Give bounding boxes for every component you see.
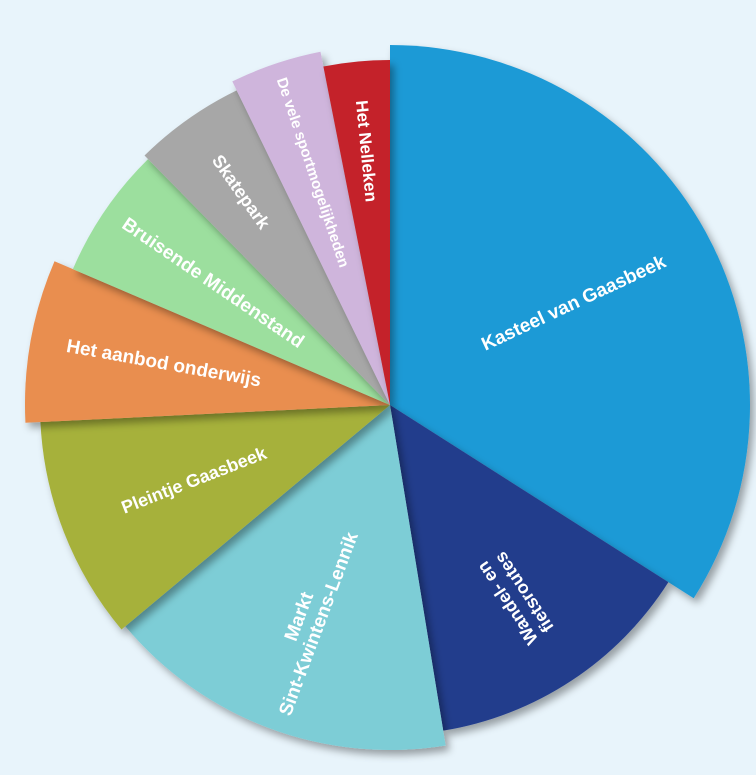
pie-slice-5 <box>25 261 391 423</box>
pie-slice-2 <box>390 405 669 731</box>
slices-layer <box>25 45 750 750</box>
pie-slice-8 <box>232 51 390 406</box>
pie-slice-3 <box>125 405 446 750</box>
pie-slice-6 <box>72 159 391 405</box>
pie-slice-1 <box>390 45 750 599</box>
pie-slice-7 <box>144 90 390 406</box>
pie-slice-9 <box>323 60 390 405</box>
pie-slice-4 <box>40 405 391 630</box>
